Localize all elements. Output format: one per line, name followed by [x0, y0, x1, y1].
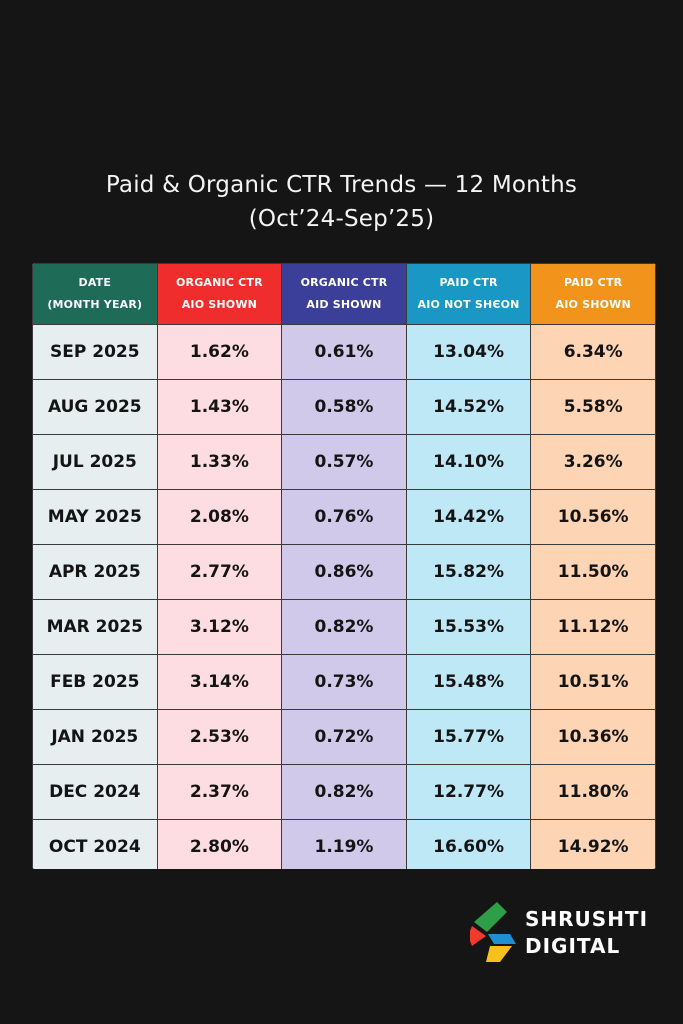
date-cell: SEP 2025	[32, 324, 158, 380]
header-organic-ctr-aid-shown: ORGANIC CTR AID SHOWN	[281, 263, 407, 325]
table-row: MAY 2025 2.08% 0.76% 14.42% 10.56%	[32, 489, 656, 545]
organic-ctr-aid-shown-cell: 0.58%	[281, 379, 407, 435]
paid-ctr-aio-shown-cell: 5.58%	[530, 379, 656, 435]
header-row: DATE (MONTH YEAR) ORGANIC CTR AIO SHOWN …	[32, 263, 656, 325]
header-date-line1: DATE	[78, 276, 112, 289]
paid-ctr-aio-shown-cell: 11.80%	[530, 764, 656, 820]
ctr-table: DATE (MONTH YEAR) ORGANIC CTR AIO SHOWN …	[32, 263, 656, 869]
header-organic-ctr-aio-shown: ORGANIC CTR AIO SHOWN	[156, 263, 283, 325]
paid-ctr-aio-not-shown-cell: 12.77%	[405, 764, 532, 820]
paid-ctr-aio-not-shown-cell: 15.77%	[405, 709, 532, 765]
table-row: OCT 2024 2.80% 1.19% 16.60% 14.92%	[32, 819, 656, 869]
header-paid-ctr-aio-shown-line1: PAID CTR	[564, 276, 623, 289]
table-row: JAN 2025 2.53% 0.72% 15.77% 10.36%	[32, 709, 656, 765]
organic-ctr-aio-shown-cell: 1.43%	[156, 379, 283, 435]
header-date-line2: (MONTH YEAR)	[47, 298, 143, 311]
organic-ctr-aio-shown-cell: 3.14%	[156, 654, 283, 710]
ctr-data-table: DATE (MONTH YEAR) ORGANIC CTR AIO SHOWN …	[32, 263, 656, 869]
organic-ctr-aio-shown-cell: 1.33%	[156, 434, 283, 490]
date-cell: FEB 2025	[32, 654, 158, 710]
brand-name-line2: DIGITAL	[525, 934, 621, 958]
table-row: DEC 2024 2.37% 0.82% 12.77% 11.80%	[32, 764, 656, 820]
brand-name: SHRUSHTI DIGITAL	[525, 906, 648, 960]
organic-ctr-aid-shown-cell: 0.61%	[281, 324, 407, 380]
paid-ctr-aio-shown-cell: 3.26%	[530, 434, 656, 490]
table-row: MAR 2025 3.12% 0.82% 15.53% 11.12%	[32, 599, 656, 655]
date-cell: APR 2025	[32, 544, 158, 600]
paid-ctr-aio-not-shown-cell: 14.52%	[405, 379, 532, 435]
organic-ctr-aid-shown-cell: 0.76%	[281, 489, 407, 545]
organic-ctr-aio-shown-cell: 2.77%	[156, 544, 283, 600]
date-cell: JUL 2025	[32, 434, 158, 490]
date-cell: MAY 2025	[32, 489, 158, 545]
organic-ctr-aid-shown-cell: 1.19%	[281, 819, 407, 869]
table-row: JUL 2025 1.33% 0.57% 14.10% 3.26%	[32, 434, 656, 490]
paid-ctr-aio-shown-cell: 10.51%	[530, 654, 656, 710]
paid-ctr-aio-not-shown-cell: 15.82%	[405, 544, 532, 600]
organic-ctr-aio-shown-cell: 2.08%	[156, 489, 283, 545]
header-paid-ctr-aio-shown-line2: AIO SHOWN	[555, 298, 631, 311]
logo-green-blade	[474, 902, 507, 932]
table-row: FEB 2025 3.14% 0.73% 15.48% 10.51%	[32, 654, 656, 710]
paid-ctr-aio-not-shown-cell: 13.04%	[405, 324, 532, 380]
paid-ctr-aio-not-shown-cell: 15.48%	[405, 654, 532, 710]
logo-red-blade	[470, 926, 486, 946]
organic-ctr-aio-shown-cell: 2.80%	[156, 819, 283, 869]
organic-ctr-aid-shown-cell: 0.82%	[281, 764, 407, 820]
brand-name-line1: SHRUSHTI	[525, 907, 649, 931]
date-cell: JAN 2025	[32, 709, 158, 765]
title-line-2: (Oct’24-Sep’25)	[248, 206, 435, 232]
header-paid-ctr-aio-shown: PAID CTR AIO SHOWN	[530, 263, 656, 325]
paid-ctr-aio-not-shown-cell: 16.60%	[405, 819, 532, 869]
header-paid-ctr-aio-not-shown-line1: PAID CTR	[439, 276, 498, 289]
table-row: SEP 2025 1.62% 0.61% 13.04% 6.34%	[32, 324, 656, 380]
paid-ctr-aio-not-shown-cell: 15.53%	[405, 599, 532, 655]
organic-ctr-aid-shown-cell: 0.73%	[281, 654, 407, 710]
date-cell: AUG 2025	[32, 379, 158, 435]
logo-blue-blade	[488, 934, 516, 944]
title-line-1: Paid & Organic CTR Trends — 12 Months	[105, 172, 578, 198]
paid-ctr-aio-shown-cell: 11.50%	[530, 544, 656, 600]
date-cell: OCT 2024	[32, 819, 158, 869]
paid-ctr-aio-not-shown-cell: 14.42%	[405, 489, 532, 545]
table-row: APR 2025 2.77% 0.86% 15.82% 11.50%	[32, 544, 656, 600]
organic-ctr-aid-shown-cell: 0.86%	[281, 544, 407, 600]
header-organic-ctr-aid-shown-line1: ORGANIC CTR	[300, 276, 388, 289]
paid-ctr-aio-not-shown-cell: 14.10%	[405, 434, 532, 490]
organic-ctr-aid-shown-cell: 0.82%	[281, 599, 407, 655]
organic-ctr-aid-shown-cell: 0.57%	[281, 434, 407, 490]
organic-ctr-aid-shown-cell: 0.72%	[281, 709, 407, 765]
organic-ctr-aio-shown-cell: 3.12%	[156, 599, 283, 655]
logo-yellow-blade	[486, 946, 512, 962]
paid-ctr-aio-shown-cell: 11.12%	[530, 599, 656, 655]
paid-ctr-aio-shown-cell: 10.36%	[530, 709, 656, 765]
paid-ctr-aio-shown-cell: 10.56%	[530, 489, 656, 545]
header-date: DATE (MONTH YEAR)	[32, 263, 158, 325]
organic-ctr-aio-shown-cell: 2.37%	[156, 764, 283, 820]
header-organic-ctr-aio-shown-line2: AIO SHOWN	[181, 298, 258, 311]
header-paid-ctr-aio-not-shown-line2: AIO NOT SHЄON	[417, 298, 520, 311]
organic-ctr-aio-shown-cell: 2.53%	[156, 709, 283, 765]
organic-ctr-aio-shown-cell: 1.62%	[156, 324, 283, 380]
header-organic-ctr-aio-shown-line1: ORGANIC CTR	[175, 276, 263, 289]
header-paid-ctr-aio-not-shown: PAID CTR AIO NOT SHЄON	[405, 263, 532, 325]
date-cell: MAR 2025	[32, 599, 158, 655]
date-cell: DEC 2024	[32, 764, 158, 820]
table-row: AUG 2025 1.43% 0.58% 14.52% 5.58%	[32, 379, 656, 435]
paid-ctr-aio-shown-cell: 6.34%	[530, 324, 656, 380]
chart-title: Paid & Organic CTR Trends — 12 Months (O…	[0, 168, 683, 236]
header-organic-ctr-aid-shown-line2: AID SHOWN	[306, 298, 382, 311]
paid-ctr-aio-shown-cell: 14.92%	[530, 819, 656, 869]
pinwheel-logo-icon	[470, 902, 516, 962]
brand-logo: SHRUSHTI DIGITAL	[470, 900, 660, 964]
